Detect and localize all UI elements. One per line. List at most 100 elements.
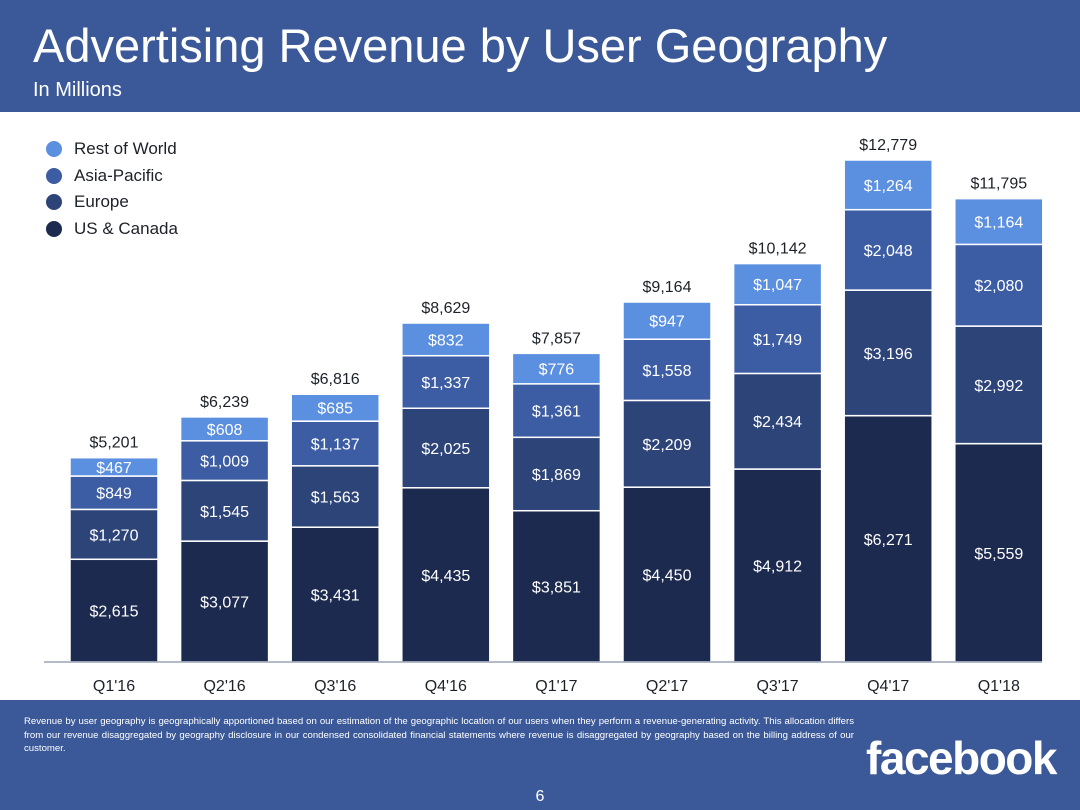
segment-label: $1,563 [311,490,360,507]
segment-label: $2,080 [974,278,1023,295]
bar-segment [843,208,933,291]
segment-label: $776 [539,362,575,379]
segment-label: $3,431 [311,588,360,605]
bar-segment [843,414,933,663]
segment-label: $2,048 [864,243,913,260]
stacked-bar-chart: $2,615 $1,270 $849 $467 $5,201 Q1'16 $3,077 $1,… [44,137,1044,695]
legend-item-us-canada: US & Canada [46,216,178,243]
x-tick-label: Q1'17 [535,678,577,695]
bar-segment [69,475,159,511]
segment-label: $2,025 [421,441,470,458]
bar-segment [622,486,712,663]
x-tick-label: Q4'17 [867,678,909,695]
total-label: $12,779 [859,137,917,154]
bar-segment [511,383,602,439]
page-number: 6 [535,788,545,805]
bar-segment [622,338,712,402]
bar-segment [954,197,1044,246]
segment-label: $1,749 [753,332,802,349]
legend-swatch-europe [46,194,62,211]
bar-segment [732,372,823,470]
footnote: Revenue by user geography is geographica… [24,716,854,754]
bar-segment [511,436,602,512]
segment-label: $2,615 [90,604,139,621]
bar-segment [954,243,1044,327]
segment-label: $947 [649,314,685,331]
page-subtitle: In Millions [33,79,122,101]
legend-swatch-rest-of-world [46,141,62,158]
total-label: $9,164 [643,279,692,296]
legend-label: Asia-Pacific [74,165,163,185]
total-label: $6,239 [200,394,249,411]
legend-swatch-us-canada [46,220,62,237]
x-tick-label: Q3'17 [756,678,798,695]
bar-segment [622,399,712,488]
bar-segment [290,393,380,422]
segment-label: $608 [207,422,243,439]
segment-label: $2,209 [643,437,692,454]
segment-label: $4,435 [421,568,470,585]
segment-label: $5,559 [974,546,1023,563]
segment-label: $3,077 [200,595,249,612]
total-label: $7,857 [532,330,581,347]
bar-segment [290,465,380,528]
x-tick-label: Q3'16 [314,678,356,695]
total-label: $5,201 [90,435,139,452]
legend-item-rest-of-world: Rest of World [46,136,178,163]
x-tick-label: Q1'16 [93,678,135,695]
segment-label: $1,545 [200,504,249,521]
bar-segment [843,289,933,417]
segment-label: $4,912 [753,559,802,576]
bar-segment [290,526,380,663]
bar-segment [69,456,159,477]
segment-label: $1,270 [90,527,139,544]
chart-legend: Rest of World Asia-Pacific Europe US & C… [46,136,178,242]
total-label: $10,142 [749,241,807,258]
segment-label: $4,450 [643,568,692,585]
segment-label: $467 [96,460,132,477]
legend-item-asia-pacific: Asia-Pacific [46,163,178,190]
bar-segment [511,352,602,385]
bar-segment [732,303,823,375]
segment-label: $1,164 [974,215,1023,232]
page-title: Advertising Revenue by User Geography [33,19,888,72]
bar-segment [732,468,823,663]
segment-label: $849 [96,486,132,503]
segment-label: $1,009 [200,454,249,471]
legend-swatch-asia-pacific [46,167,62,184]
segment-label: $6,271 [864,532,913,549]
legend-label: US & Canada [74,218,178,238]
segment-label: $685 [317,401,353,418]
x-tick-label: Q2'17 [646,678,688,695]
facebook-logo: facebook [866,732,1057,784]
segment-label: $1,047 [753,277,802,294]
bar-segment [732,262,823,306]
bar-segment [290,420,380,467]
total-label: $6,816 [311,371,360,388]
footer-banner: Revenue by user geography is geographica… [0,700,1080,810]
bar-segment [179,479,270,542]
total-label: $8,629 [421,300,470,317]
bar-segment [954,442,1044,663]
legend-label: Europe [74,192,129,212]
x-tick-label: Q2'16 [203,678,245,695]
segment-label: $3,196 [864,346,913,363]
x-tick-label: Q4'16 [425,678,467,695]
segment-label: $1,137 [311,436,360,453]
segment-label: $3,851 [532,579,581,596]
segment-label: $1,869 [532,467,581,484]
bar-segment [401,354,491,409]
legend-label: Rest of World [74,139,177,159]
segment-label: $2,992 [974,378,1023,395]
segment-label: $832 [428,332,464,349]
bar-segment [401,407,491,489]
legend-item-europe: Europe [46,189,178,216]
x-tick-label: Q1'18 [978,678,1020,695]
segment-label: $2,434 [753,414,802,431]
bar-segment [622,301,712,340]
bar-segment [401,487,491,663]
bar-segment [179,440,270,482]
segment-label: $1,558 [643,363,692,380]
total-label: $11,795 [970,176,1027,193]
header-banner: Advertising Revenue by User Geography In… [0,0,1080,112]
